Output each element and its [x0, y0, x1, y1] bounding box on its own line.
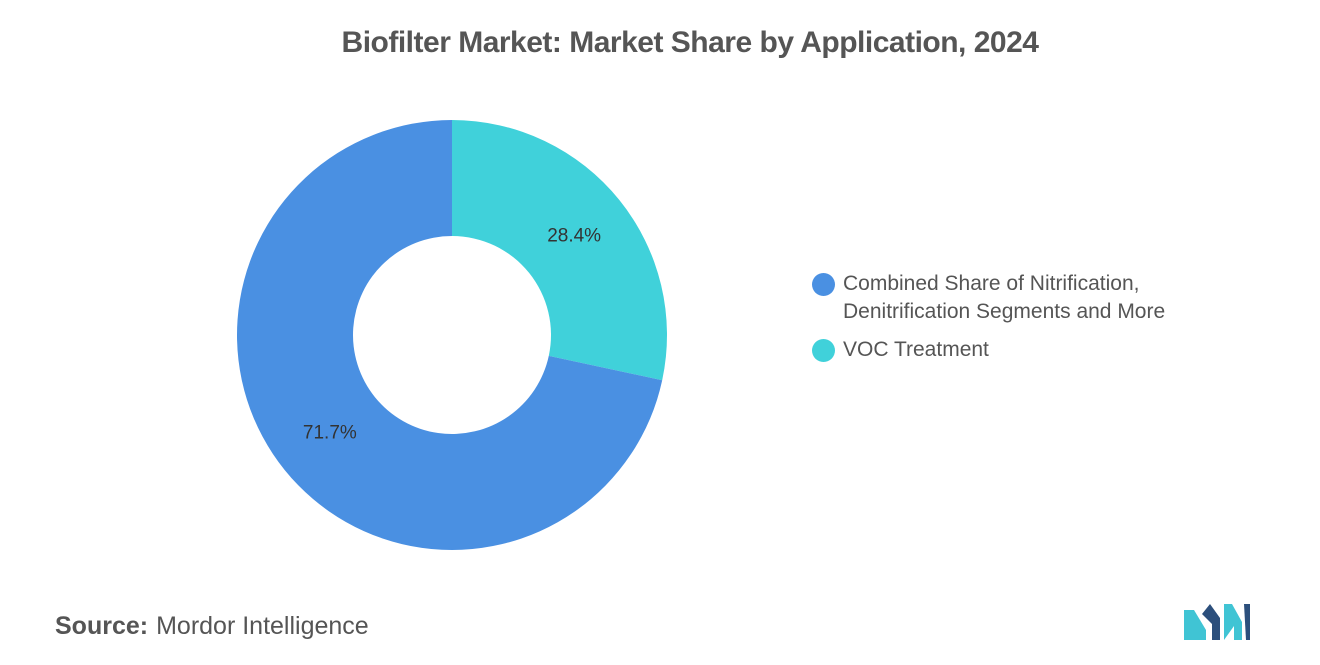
source-line: Source: Mordor Intelligence: [55, 612, 369, 641]
source-label: Source:: [55, 612, 149, 640]
legend-label-nitrification: Combined Share of Nitrification, Denitri…: [843, 272, 1166, 323]
slice-voc-treatment[interactable]: [452, 120, 667, 381]
donut-labels: 28.4% 71.7%: [303, 225, 601, 443]
chart-legend: Combined Share of Nitrification, Denitri…: [812, 270, 1232, 374]
data-label-voc-treatment: 28.4%: [547, 225, 601, 246]
legend-item-nitrification[interactable]: Combined Share of Nitrification, Denitri…: [812, 270, 1232, 326]
source-value: Mordor Intelligence: [156, 612, 369, 640]
legend-swatch-voc-treatment: [812, 339, 835, 362]
chart-title: Biofilter Market: Market Share by Applic…: [341, 26, 1039, 59]
legend-swatch-nitrification: [812, 273, 835, 296]
legend-label-voc-treatment: VOC Treatment: [843, 338, 989, 361]
legend-item-voc-treatment[interactable]: VOC Treatment: [812, 336, 1232, 364]
mordor-intelligence-logo-icon: [1184, 604, 1250, 640]
donut-slices: [236, 120, 667, 550]
slice-nitrification[interactable]: [236, 120, 663, 550]
data-label-nitrification: 71.7%: [303, 423, 357, 444]
